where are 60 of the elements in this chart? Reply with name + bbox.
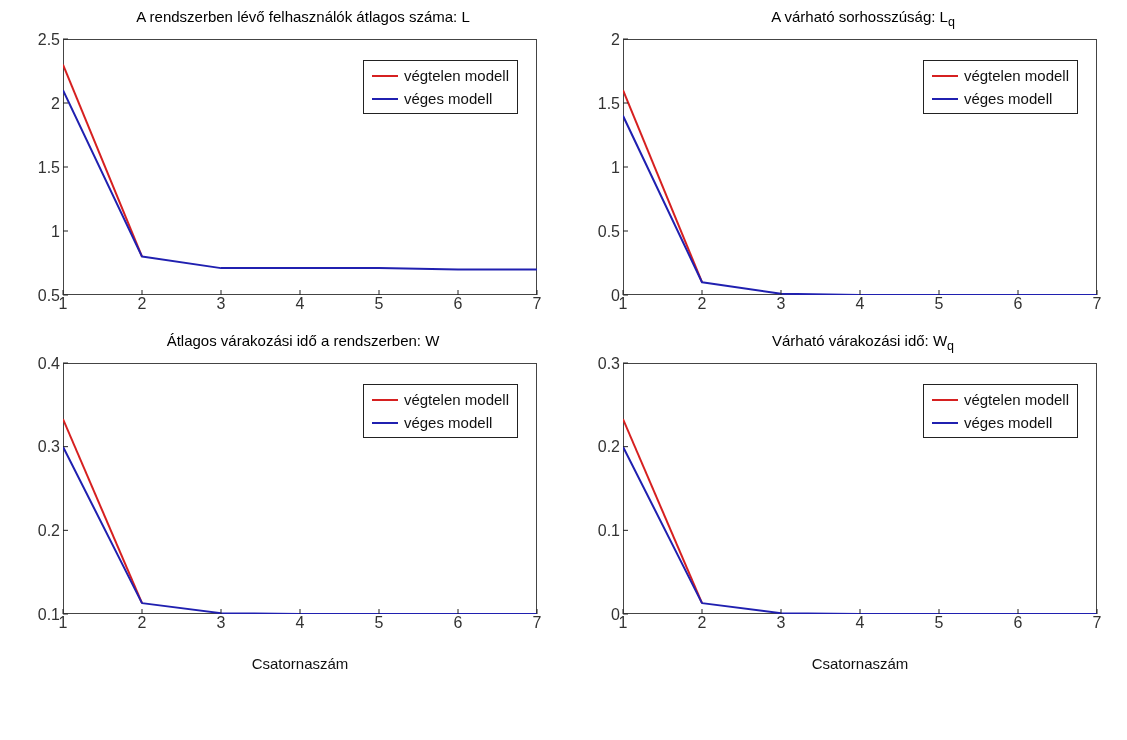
x-tick-label: 5 <box>934 614 944 632</box>
y-tick-label: 0.3 <box>37 438 61 456</box>
x-axis-title: Csatornaszám <box>251 655 349 672</box>
legend-label: végtelen modell <box>403 390 509 410</box>
chart-title: A várható sorhosszúság: L$_{q}$ <box>770 8 956 30</box>
line-series <box>623 114 1097 295</box>
x-tick-label: 6 <box>453 614 463 632</box>
x-tick-label: 4 <box>295 614 305 632</box>
line-series <box>623 445 1097 614</box>
y-tick-label: 0.2 <box>597 438 621 456</box>
y-tick-label: 1 <box>611 158 621 176</box>
y-tick-label: 2 <box>611 30 621 48</box>
x-tick-label: 4 <box>855 614 865 632</box>
x-tick-label: 5 <box>374 295 384 313</box>
chart-title: Átlagos várakozási idő a rendszerben: W <box>165 332 441 351</box>
legend-label: véges modell <box>963 413 1053 433</box>
y-tick-label: 0.5 <box>37 286 61 304</box>
x-tick-label: 2 <box>697 295 707 313</box>
x-tick-label: 7 <box>1092 614 1102 632</box>
x-axis-title: Csatornaszám <box>811 655 909 672</box>
y-tick-label: 0 <box>611 605 621 623</box>
x-tick-label: 3 <box>216 614 226 632</box>
line-series <box>63 445 537 614</box>
y-tick-label: 1.5 <box>597 94 621 112</box>
y-tick-label: 0.3 <box>597 354 621 372</box>
legend-label: végtelen modell <box>963 66 1069 86</box>
legend-label: végtelen modell <box>403 66 509 86</box>
x-tick-label: 6 <box>1013 614 1023 632</box>
legend-label: véges modell <box>963 89 1053 109</box>
x-tick-label: 6 <box>453 295 463 313</box>
chart-title: A rendszerben lévő felhasználók átlagos száma: L <box>135 8 471 27</box>
x-tick-label: 3 <box>776 295 786 313</box>
y-tick-label: 0.5 <box>597 222 621 240</box>
legend-label: végtelen modell <box>963 390 1069 410</box>
x-tick-label: 7 <box>532 614 542 632</box>
line-series <box>63 89 537 271</box>
x-tick-label: 5 <box>934 295 944 313</box>
y-tick-label: 0.1 <box>597 522 621 540</box>
chart-title: Várható várakozási idő: W$_{q}$ <box>771 332 955 354</box>
y-tick-label: 2.5 <box>37 30 61 48</box>
x-tick-label: 7 <box>1092 295 1102 313</box>
y-tick-label: 1.5 <box>37 158 61 176</box>
x-tick-label: 3 <box>776 614 786 632</box>
x-tick-label: 5 <box>374 614 384 632</box>
y-tick-label: 0.2 <box>37 522 61 540</box>
x-tick-label: 2 <box>137 295 147 313</box>
y-tick-label: 0.1 <box>37 605 61 623</box>
y-tick-label: 1 <box>51 222 61 240</box>
y-tick-label: 0.4 <box>37 354 61 372</box>
x-tick-label: 6 <box>1013 295 1023 313</box>
x-tick-label: 2 <box>137 614 147 632</box>
legend-label: véges modell <box>403 413 493 433</box>
x-tick-label: 2 <box>697 614 707 632</box>
x-tick-label: 3 <box>216 295 226 313</box>
x-tick-label: 4 <box>855 295 865 313</box>
x-tick-label: 7 <box>532 295 542 313</box>
x-tick-label: 4 <box>295 295 305 313</box>
y-tick-label: 0 <box>611 286 621 304</box>
legend-label: véges modell <box>403 89 493 109</box>
y-tick-label: 2 <box>51 94 61 112</box>
